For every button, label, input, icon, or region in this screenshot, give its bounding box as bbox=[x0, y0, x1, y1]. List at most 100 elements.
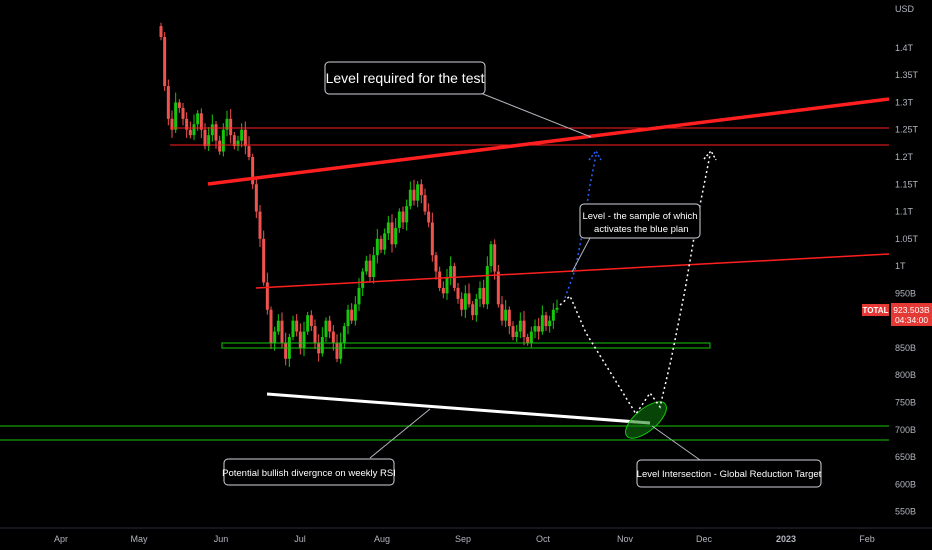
divergence-callout-pointer bbox=[369, 408, 431, 459]
time-tick-label: Sep bbox=[455, 534, 471, 544]
candle-body bbox=[357, 287, 361, 305]
callout-divergence[interactable]: Potential bullish divergnce on weekly RS… bbox=[222, 458, 396, 486]
callout-divergence-text: Potential bullish divergnce on weekly RS… bbox=[222, 468, 396, 479]
candle-body bbox=[485, 266, 489, 305]
candle-body bbox=[438, 271, 442, 288]
candle-body bbox=[456, 287, 460, 299]
candle-body bbox=[196, 113, 200, 125]
candle-body bbox=[177, 102, 181, 108]
candle-body bbox=[170, 118, 174, 130]
price-tick-label: 950B bbox=[895, 288, 916, 298]
price-axis[interactable] bbox=[889, 0, 932, 528]
candle-body bbox=[504, 309, 508, 321]
candle-body bbox=[247, 146, 251, 157]
candle-body bbox=[353, 304, 357, 321]
candle-body bbox=[405, 206, 409, 223]
candle-body bbox=[320, 337, 324, 354]
time-tick-label: Apr bbox=[54, 534, 68, 544]
candle-body bbox=[192, 124, 196, 136]
candle-body bbox=[324, 320, 328, 338]
candle-body bbox=[397, 211, 401, 228]
price-tick-label: 650B bbox=[895, 452, 916, 462]
price-tick-label: 750B bbox=[895, 398, 916, 408]
candle-body bbox=[203, 129, 207, 147]
candle-body bbox=[449, 266, 453, 278]
candle-body bbox=[284, 342, 288, 359]
candle-body bbox=[188, 129, 192, 136]
candle-body bbox=[401, 211, 405, 223]
candle-body bbox=[328, 320, 332, 332]
price-tick-label: 1T bbox=[895, 261, 906, 271]
candle-body bbox=[276, 320, 280, 332]
white-projection-arrowhead bbox=[703, 149, 717, 161]
candle-body bbox=[218, 140, 222, 152]
last-price-tag: 923.503B 04:34:00 bbox=[891, 303, 932, 326]
callout-sample-level[interactable]: Level - the sample of which activates th… bbox=[579, 203, 701, 239]
price-tick-label: 550B bbox=[895, 507, 916, 517]
candle-body bbox=[507, 309, 511, 327]
candle-body bbox=[361, 271, 365, 288]
candle-body bbox=[364, 260, 368, 272]
price-axis-ticks: 1.4T 1.35T 1.3T 1.25T 1.2T 1.15T 1.1T 1.05T 1T 95… bbox=[895, 43, 919, 517]
callout-sample-text: Level - the sample of which activates th… bbox=[582, 211, 697, 235]
candle-body bbox=[313, 326, 317, 343]
price-tick-label: 1.15T bbox=[895, 179, 919, 189]
candle-body bbox=[309, 315, 313, 327]
candle-body bbox=[368, 260, 372, 278]
candle-body bbox=[467, 293, 471, 305]
candle-body bbox=[258, 211, 262, 239]
test-callout-pointer bbox=[477, 91, 592, 138]
time-tick-label: Nov bbox=[617, 534, 634, 544]
candle-body bbox=[540, 315, 544, 332]
candle-body bbox=[214, 124, 218, 141]
price-tick-label: 1.1T bbox=[895, 207, 914, 217]
candle-body bbox=[262, 238, 266, 283]
candle-body bbox=[174, 102, 178, 130]
candle-body bbox=[185, 118, 189, 130]
candle-body bbox=[529, 331, 533, 343]
currency-label: USD bbox=[895, 4, 915, 14]
price-tick-label: 1.3T bbox=[895, 98, 914, 108]
time-tick-label: Aug bbox=[374, 534, 390, 544]
candle-body bbox=[254, 184, 258, 212]
price-tick-label: 1.05T bbox=[895, 234, 919, 244]
candle-body bbox=[342, 326, 346, 343]
candle-body bbox=[302, 331, 306, 348]
candle-body bbox=[460, 298, 464, 310]
candle-body bbox=[518, 320, 522, 332]
candlestick-series bbox=[159, 22, 559, 368]
candle-body bbox=[298, 331, 302, 348]
candle-body bbox=[166, 86, 170, 119]
time-tick-label: 2023 bbox=[776, 534, 796, 544]
candle-body bbox=[273, 331, 277, 343]
candle-body bbox=[225, 118, 229, 130]
candle-body bbox=[350, 309, 354, 321]
time-tick-label: Jul bbox=[294, 534, 306, 544]
candle-body bbox=[372, 255, 376, 278]
candle-body bbox=[500, 304, 504, 321]
price-tick-label: 1.4T bbox=[895, 43, 914, 53]
price-tick-label: 800B bbox=[895, 370, 916, 380]
symbol-tag: TOTAL bbox=[862, 304, 889, 316]
countdown-text: 04:34:00 bbox=[895, 315, 928, 325]
last-price-text: 923.503B bbox=[893, 305, 930, 315]
candle-body bbox=[221, 129, 225, 152]
candle-body bbox=[493, 244, 497, 272]
candle-body bbox=[335, 342, 339, 359]
candle-body bbox=[408, 189, 412, 207]
candle-body bbox=[548, 320, 552, 327]
candle-body bbox=[434, 255, 438, 272]
price-tick-label: 850B bbox=[895, 343, 916, 353]
time-axis-ticks[interactable]: Apr May Jun Jul Aug Sep Oct Nov Dec 2023 Feb bbox=[54, 534, 875, 544]
candle-body bbox=[441, 287, 445, 294]
callout-intersection[interactable]: Level Intersection - Global Reduction Ta… bbox=[636, 459, 822, 488]
sample-callout-pointer bbox=[571, 237, 591, 273]
time-tick-label: Feb bbox=[859, 534, 875, 544]
candle-body bbox=[544, 315, 548, 327]
candle-body bbox=[427, 211, 431, 223]
price-tick-label: 1.35T bbox=[895, 70, 919, 80]
candle-body bbox=[430, 222, 434, 256]
callout-test-level[interactable]: Level required for the test bbox=[324, 61, 486, 95]
candle-body bbox=[243, 129, 247, 147]
